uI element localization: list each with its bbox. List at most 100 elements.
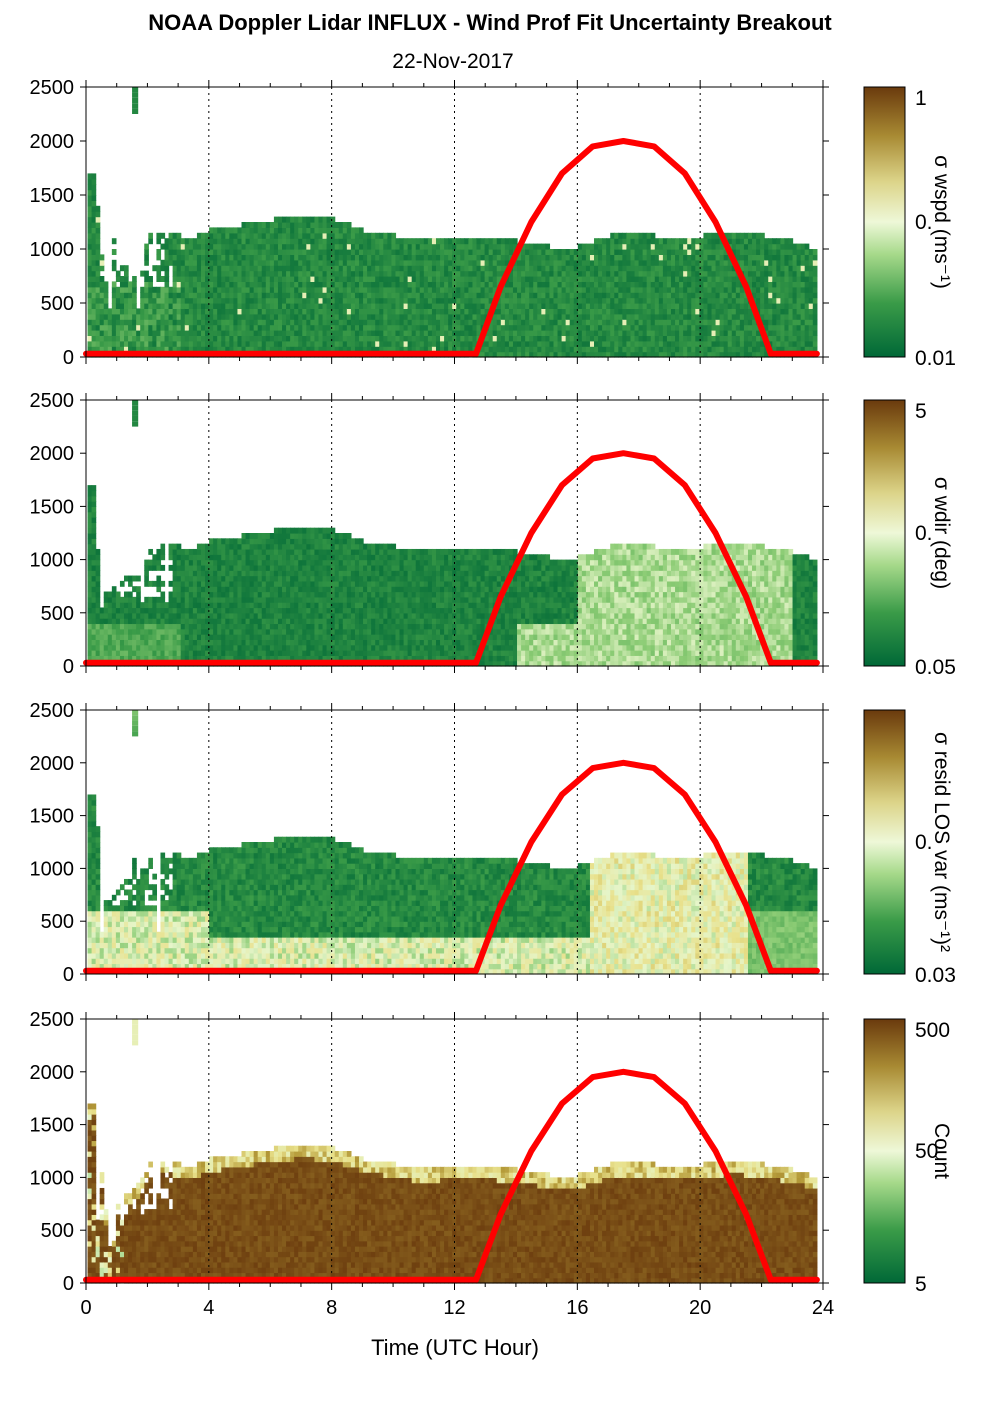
heatmap-cell <box>322 346 328 353</box>
heatmap-cell <box>310 297 316 304</box>
heatmap-cell <box>727 330 733 336</box>
heatmap-cell <box>152 346 158 353</box>
heatmap-cell <box>756 265 761 272</box>
heatmap-cell <box>330 216 336 223</box>
heatmap-cell <box>533 330 538 336</box>
heatmap-cell <box>221 554 226 561</box>
heatmap-cell <box>111 281 117 288</box>
heatmap-cell <box>184 570 190 577</box>
heatmap-cell <box>796 303 802 309</box>
heatmap-cell <box>626 243 632 250</box>
heatmap-cell <box>484 281 490 288</box>
colorbar-tick-label: 0.01 <box>915 347 956 370</box>
heatmap-cell <box>670 292 676 299</box>
heatmap-cell <box>618 265 623 272</box>
heatmap-cell <box>654 238 660 245</box>
heatmap-cell <box>310 330 316 336</box>
heatmap-cell <box>164 607 170 614</box>
heatmap-cell <box>119 313 125 320</box>
heatmap-cell <box>367 249 372 255</box>
heatmap-cell <box>796 249 802 255</box>
heatmap-cell <box>221 308 226 315</box>
heatmap-cell <box>508 281 514 288</box>
heatmap-cell <box>217 580 222 587</box>
heatmap-cell <box>196 564 202 571</box>
heatmap-cell <box>792 319 798 326</box>
heatmap-cell <box>638 270 644 277</box>
heatmap-cell <box>504 308 510 315</box>
heatmap-cell <box>403 286 409 293</box>
heatmap-cell <box>411 265 417 272</box>
heatmap-cell <box>565 286 571 293</box>
heatmap-cell <box>249 238 255 245</box>
heatmap-cell <box>780 249 786 255</box>
heatmap-cell <box>521 346 526 353</box>
heatmap-cell <box>95 232 101 239</box>
heatmap-cell <box>188 276 194 282</box>
heatmap-cell <box>460 238 465 245</box>
heatmap-cell <box>569 351 575 358</box>
heatmap-cell <box>310 222 316 228</box>
heatmap-cell <box>411 281 417 288</box>
heatmap-cell <box>399 259 405 266</box>
heatmap-cell <box>411 249 417 255</box>
heatmap-cell <box>346 303 352 309</box>
heatmap-cell <box>488 351 494 358</box>
heatmap-cell <box>346 276 352 282</box>
heatmap-cell <box>658 281 664 288</box>
heatmap-cell <box>172 286 178 293</box>
heatmap-cell <box>711 249 717 255</box>
heatmap-cell <box>128 639 133 646</box>
heatmap-cell <box>225 270 230 277</box>
heatmap-cell <box>626 351 632 358</box>
heatmap-cell <box>743 340 749 347</box>
heatmap-cell <box>148 612 153 619</box>
heatmap-cell <box>464 259 469 266</box>
heatmap-cell <box>670 308 676 315</box>
heatmap-cell <box>363 346 368 353</box>
heatmap-cell <box>310 346 316 353</box>
heatmap-cell <box>545 346 551 353</box>
heatmap-cell <box>670 346 676 353</box>
heatmap-cell <box>200 591 206 598</box>
heatmap-cell <box>148 634 153 640</box>
heatmap-cell <box>448 324 453 331</box>
heatmap-cell <box>350 232 356 239</box>
heatmap-cell <box>687 330 692 336</box>
heatmap-cell <box>136 602 141 609</box>
heatmap-cell <box>213 297 218 304</box>
heatmap-cell <box>699 330 705 336</box>
heatmap-cell <box>249 602 255 609</box>
heatmap-cell <box>752 346 757 353</box>
heatmap-cell <box>148 238 153 245</box>
heatmap-cell <box>614 249 619 255</box>
heatmap-cell <box>610 249 615 255</box>
heatmap-cell <box>687 324 692 331</box>
heatmap-cell <box>253 232 259 239</box>
heatmap-cell <box>431 319 437 326</box>
heatmap-cell <box>172 623 178 630</box>
heatmap-cell <box>164 650 170 656</box>
heatmap-cell <box>444 281 449 288</box>
heatmap-cell <box>549 281 555 288</box>
heatmap-cell <box>431 243 437 250</box>
heatmap-cell <box>87 650 93 656</box>
heatmap-cell <box>111 238 117 245</box>
heatmap-cell <box>196 335 202 342</box>
heatmap-cell <box>209 607 214 614</box>
heatmap-cell <box>545 303 551 309</box>
heatmap-cell <box>144 655 149 662</box>
heatmap-cell <box>484 346 490 353</box>
heatmap-cell <box>804 286 810 293</box>
heatmap-cell <box>330 276 336 282</box>
heatmap-cell <box>699 265 705 272</box>
heatmap-cell <box>444 238 449 245</box>
heatmap-cell <box>217 324 222 331</box>
heatmap-cell <box>594 351 599 358</box>
heatmap-cell <box>209 286 214 293</box>
heatmap-cell <box>253 292 259 299</box>
heatmap-cell <box>650 351 656 358</box>
heatmap-cell <box>233 591 239 598</box>
heatmap-cell <box>91 205 97 212</box>
heatmap-cell <box>200 554 206 561</box>
